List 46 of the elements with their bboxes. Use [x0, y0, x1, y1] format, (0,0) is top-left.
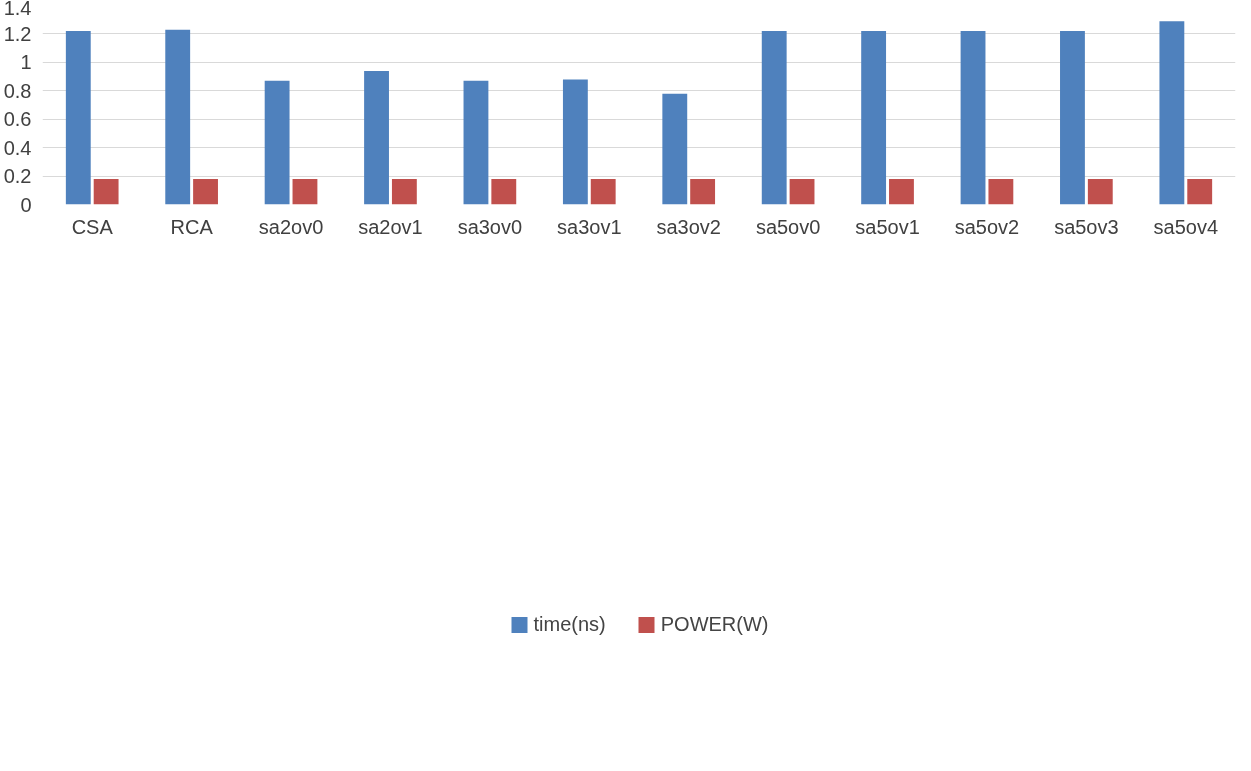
bar [463, 80, 489, 205]
x-tick-label: sa2ov0 [258, 215, 324, 238]
x-tick-label: RCA [170, 215, 214, 238]
bar [391, 178, 417, 205]
bar [590, 178, 616, 205]
y-tick-label: 0.8 [3, 79, 32, 102]
x-tick-label: CSA [71, 215, 114, 238]
y-tick-label: 1.2 [3, 22, 32, 45]
y-tick-label: 0.4 [3, 136, 32, 159]
bar [364, 70, 389, 205]
x-tick-label: sa2ov1 [358, 215, 423, 238]
x-tick-label: sa5ov0 [755, 215, 821, 238]
bar [193, 178, 218, 205]
bar [292, 178, 318, 205]
bar [1087, 178, 1113, 205]
x-tick-label: sa5ov2 [954, 215, 1020, 238]
bar [491, 178, 517, 205]
bar [889, 178, 914, 205]
y-tick-label: 0 [20, 193, 32, 216]
x-tick-label: sa5ov1 [855, 215, 920, 238]
bar [988, 178, 1014, 205]
bar [65, 31, 91, 205]
y-tick-label: 1.4 [3, 0, 32, 19]
x-tick-label: sa5ov4 [1153, 215, 1219, 238]
y-tick-label: 0.6 [3, 108, 32, 131]
bar [1187, 178, 1213, 205]
x-tick-label: sa5ov3 [1054, 215, 1119, 238]
bar [690, 178, 716, 205]
legend-label: time(ns) [533, 612, 606, 636]
legend-label: POWER(W) [660, 612, 769, 636]
bar [264, 80, 290, 205]
bar [960, 31, 986, 205]
bar [761, 31, 787, 205]
x-tick-label: sa3ov1 [557, 215, 622, 238]
bar [562, 79, 588, 205]
bar [1159, 21, 1185, 205]
bar [165, 29, 191, 205]
y-tick-label: 1 [20, 51, 32, 74]
bar [861, 31, 887, 205]
bar [1060, 31, 1085, 205]
x-tick-label: sa3ov0 [457, 215, 523, 238]
x-tick-label: sa3ov2 [656, 215, 721, 238]
bar [93, 178, 119, 205]
y-tick-label: 0.2 [3, 165, 32, 188]
bar [789, 178, 815, 205]
bar [662, 93, 688, 205]
